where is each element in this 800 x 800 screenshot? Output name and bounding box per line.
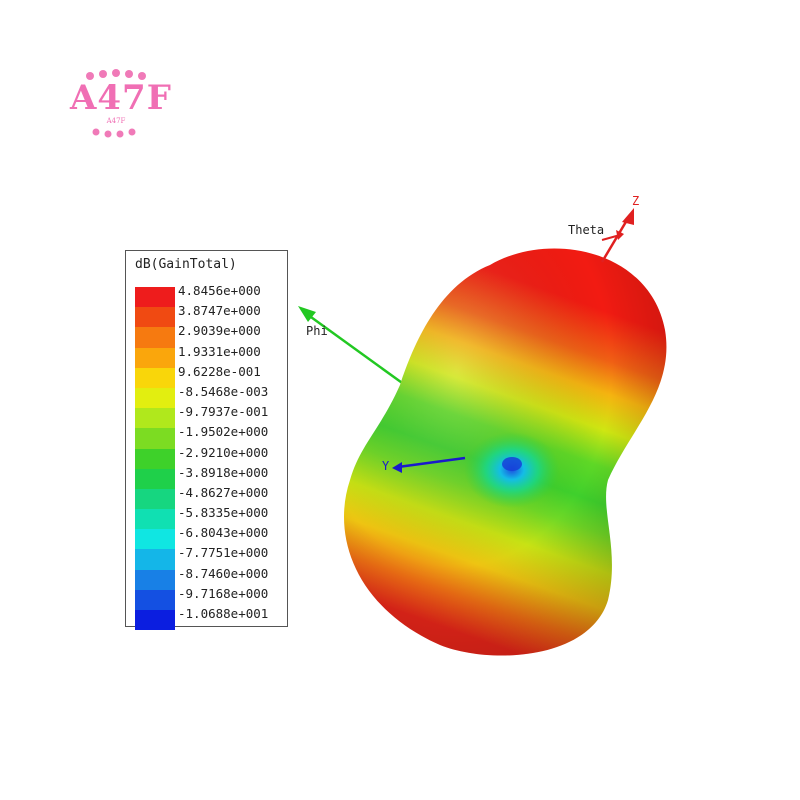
legend-value: -3.8918e+000 (178, 464, 269, 480)
legend-swatch (135, 327, 175, 348)
legend-swatch (135, 468, 175, 489)
legend-swatch (135, 589, 175, 610)
legend-swatch (135, 549, 175, 570)
phi-axis-label: Phi (306, 324, 328, 338)
legend-value: -7.7751e+000 (178, 545, 269, 561)
brand-logo: A47F A47F (70, 68, 172, 140)
z-axis (600, 208, 634, 263)
legend-swatch (135, 448, 175, 469)
null-center (502, 457, 522, 471)
legend-value: -1.0688e+001 (178, 606, 269, 621)
legend-swatch (135, 408, 175, 429)
legend-value: -9.7168e+000 (178, 585, 269, 601)
legend-swatches (135, 287, 175, 631)
legend-value: 4.8456e+000 (178, 283, 261, 298)
legend-value: -2.9210e+000 (178, 444, 269, 460)
color-legend: dB(GainTotal) 4.8456e+000 3.8747e+000 2.90… (125, 250, 288, 631)
legend-swatch (135, 347, 175, 368)
legend-swatch (135, 387, 175, 409)
logo-subtext: A47F (106, 117, 126, 125)
legend-swatch (135, 509, 175, 530)
legend-value: -1.9502e+000 (178, 424, 269, 440)
legend-swatch (135, 307, 175, 328)
legend-swatch (135, 287, 175, 308)
legend-value: 2.9039e+000 (178, 323, 261, 339)
phi-axis (298, 306, 406, 387)
radiation-pattern-plot: Z Theta Phi Y (290, 180, 690, 680)
legend-value: -8.7460e+000 (178, 565, 269, 581)
theta-indicator (601, 230, 624, 241)
y-axis-label: Y (382, 459, 390, 473)
y-axis (392, 456, 466, 473)
legend-swatch (135, 529, 175, 550)
legend-swatch (135, 367, 175, 388)
legend-swatch (135, 428, 175, 449)
legend-value: 1.9331e+000 (178, 343, 261, 359)
legend-labels: 4.8456e+000 3.8747e+000 2.9039e+000 1.9331e… (178, 281, 268, 624)
logo-flowers (86, 69, 146, 138)
legend-swatch (135, 488, 175, 510)
legend-value: -8.5468e-003 (178, 383, 269, 399)
legend-value: 9.6228e-001 (178, 363, 261, 379)
legend-value: 3.8747e+000 (178, 303, 261, 319)
legend-value: -5.8335e+000 (178, 505, 269, 521)
logo-text: A47F (70, 78, 172, 118)
legend-swatch (135, 610, 175, 631)
legend-swatch (135, 569, 175, 590)
legend-title: dB(GainTotal) (135, 257, 237, 272)
theta-label: Theta (568, 223, 604, 237)
legend-value: -9.7937e-001 (178, 404, 269, 420)
legend-value: -6.8043e+000 (178, 525, 269, 541)
legend-value: -4.8627e+000 (178, 484, 269, 500)
z-axis-label: Z (632, 194, 639, 208)
